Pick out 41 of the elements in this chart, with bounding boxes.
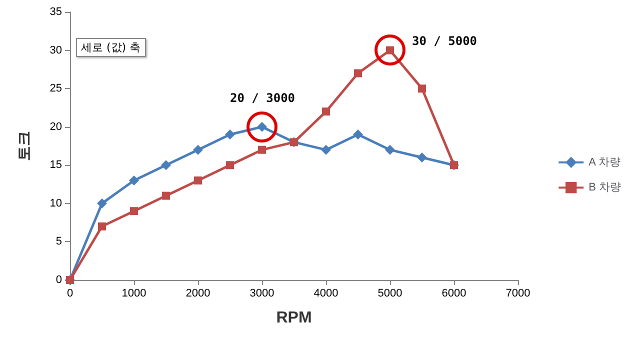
x-tick-label: 5000 — [378, 288, 402, 300]
point — [194, 176, 202, 184]
point — [226, 161, 234, 170]
point — [193, 144, 203, 155]
point — [385, 144, 395, 155]
point — [353, 130, 363, 140]
y-axis-title: 토크 — [16, 131, 33, 161]
x-tick-label: 7000 — [506, 288, 530, 300]
x-tick-label: 4000 — [314, 288, 338, 300]
point — [98, 222, 106, 230]
point — [321, 144, 331, 155]
x-tick-label: 1000 — [122, 288, 146, 300]
x-tick-label: 2000 — [186, 288, 210, 300]
point — [129, 175, 139, 186]
point — [225, 130, 235, 140]
x-axis-title: RPM — [276, 310, 312, 326]
annotation: 세로 (값) 축 — [76, 38, 146, 57]
point — [322, 108, 330, 116]
point — [162, 192, 170, 200]
legend-label: A 차량 — [588, 156, 620, 168]
x-tick-label: 6000 — [442, 288, 466, 300]
y-tick-label: 30 — [50, 44, 62, 56]
point — [418, 84, 426, 93]
y-tick-label: 35 — [50, 6, 62, 18]
point — [417, 152, 427, 162]
y-tick-label: 25 — [50, 82, 62, 95]
point — [354, 69, 362, 78]
y-tick-label: 15 — [50, 159, 62, 172]
y-tick-label: 10 — [50, 197, 62, 210]
annotation: 30 / 5000 — [412, 34, 478, 48]
annotation: 20 / 3000 — [230, 90, 296, 105]
point — [258, 146, 266, 154]
point — [161, 160, 171, 170]
x-tick-label: 0 — [66, 288, 74, 300]
y-tick-label: 20 — [50, 120, 62, 133]
y-tick-label: 5 — [56, 236, 62, 248]
point — [97, 198, 107, 208]
point — [130, 207, 138, 216]
legend-label: B 차량 — [588, 182, 622, 194]
y-tick-label: 0 — [56, 274, 62, 286]
x-tick-label: 3000 — [250, 288, 274, 300]
